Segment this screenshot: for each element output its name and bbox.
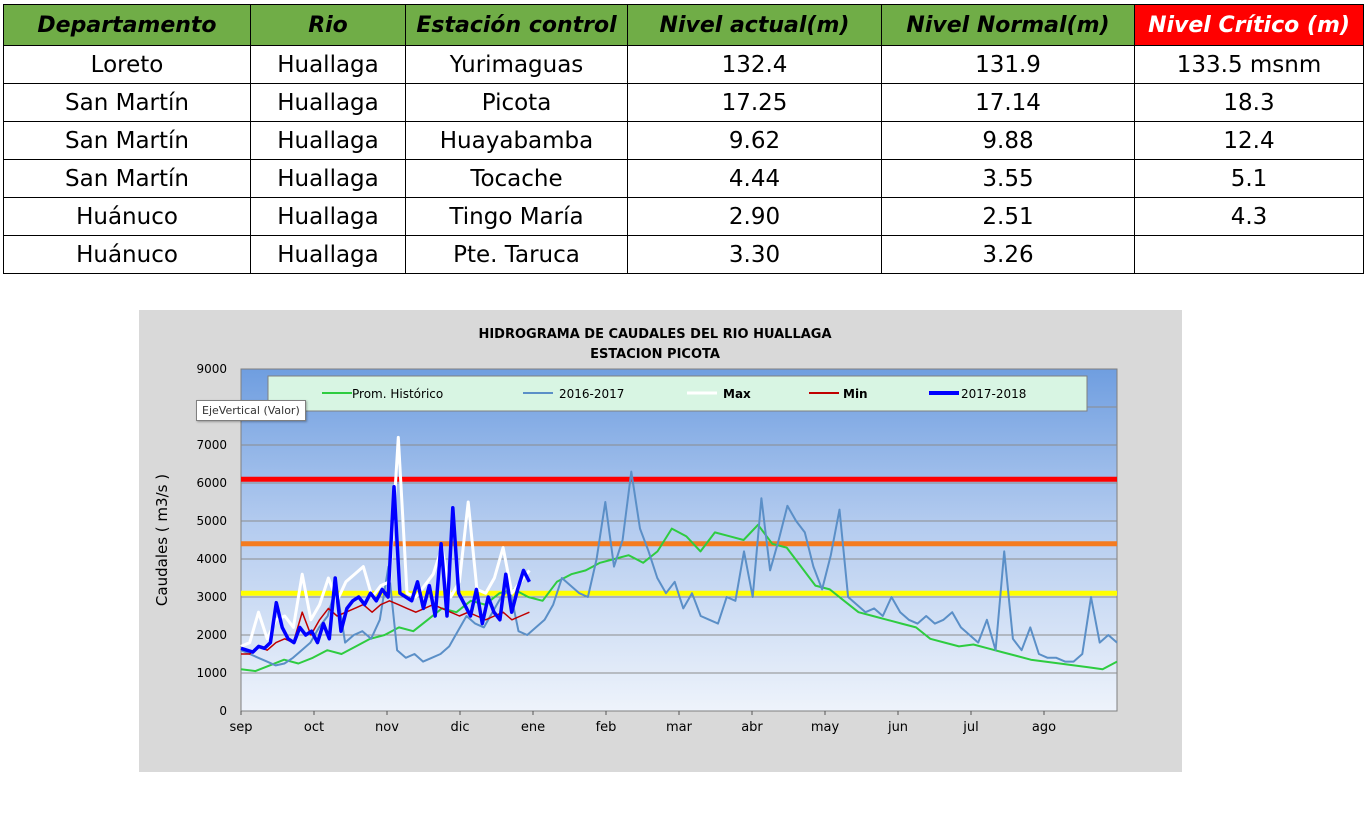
cell-nivel-normal: 17.14 (881, 83, 1135, 122)
cell-nivel-normal: 3.26 (881, 235, 1135, 274)
x-tick-label: dic (450, 720, 469, 735)
y-tick-label: 1000 (196, 666, 227, 680)
cell-nivel-critico: 12.4 (1134, 121, 1364, 160)
series-lines (240, 435, 1118, 673)
y-tick-label: 6000 (196, 476, 227, 490)
y-axis-label: Caudales ( m3/s ) (153, 474, 171, 606)
cell-departamento: Huánuco (3, 235, 251, 274)
header-nivel-normal: Nivel Normal(m) (881, 4, 1135, 46)
cell-nivel-normal: 3.55 (881, 159, 1135, 198)
x-tick-label: ago (1032, 720, 1056, 735)
y-tick-label: 9000 (196, 362, 227, 376)
cell-rio: Huallaga (250, 159, 406, 198)
cell-rio: Huallaga (250, 45, 406, 84)
cell-rio: Huallaga (250, 235, 406, 274)
cell-estacion: Yurimaguas (405, 45, 628, 84)
header-rio: Rio (250, 4, 406, 46)
cell-nivel-actual: 4.44 (627, 159, 882, 198)
cell-estacion: Huayabamba (405, 121, 628, 160)
chart-svg: HIDROGRAMA DE CAUDALES DEL RIO HUALLAGA … (153, 327, 1118, 735)
legend-label: Min (843, 387, 868, 401)
cell-rio: Huallaga (250, 197, 406, 236)
header-nivel-critico: Nivel Crítico (m) (1134, 4, 1364, 46)
y-tick-label: 2000 (196, 628, 227, 642)
header-nivel-actual: Nivel actual(m) (627, 4, 882, 46)
cell-estacion: Tingo María (405, 197, 628, 236)
table-header-row: Departamento Rio Estación control Nivel … (3, 4, 1364, 46)
y-tick-label: 3000 (196, 590, 227, 604)
table-row: Huánuco Huallaga Pte. Taruca 3.30 3.26 (3, 235, 1364, 274)
y-tick-label: 0 (219, 704, 227, 718)
series-line-2016-2017 (240, 470, 1118, 667)
chart-legend: Prom. Histórico 2016-2017 Max Min 2017-2018 (267, 375, 1088, 412)
cell-nivel-actual: 9.62 (627, 121, 882, 160)
x-tick-label: feb (596, 720, 617, 735)
cell-nivel-critico: 18.3 (1134, 83, 1364, 122)
cell-nivel-actual: 17.25 (627, 83, 882, 122)
legend-label: 2016-2017 (559, 387, 624, 401)
plot-area (240, 368, 1118, 712)
legend-label: Max (723, 387, 751, 401)
table-row: San Martín Huallaga Tocache 4.44 3.55 5.1 (3, 159, 1364, 198)
cell-nivel-critico: 5.1 (1134, 159, 1364, 198)
chart-subtitle: ESTACION PICOTA (590, 347, 720, 362)
table-row: San Martín Huallaga Huayabamba 9.62 9.88 12.4 (3, 121, 1364, 160)
x-tick-label: may (811, 720, 840, 735)
x-tick-label: mar (666, 720, 693, 735)
cell-rio: Huallaga (250, 121, 406, 160)
cell-nivel-actual: 2.90 (627, 197, 882, 236)
header-estacion-control: Estación control (405, 4, 628, 46)
cell-nivel-critico (1134, 235, 1364, 274)
cell-estacion: Pte. Taruca (405, 235, 628, 274)
cell-nivel-critico: 133.5 msnm (1134, 45, 1364, 84)
legend-label: 2017-2018 (961, 387, 1026, 401)
x-tick-label: jul (962, 720, 978, 735)
series-line-prom-hist-rico (240, 523, 1118, 673)
cell-departamento: San Martín (3, 121, 251, 160)
cell-nivel-normal: 9.88 (881, 121, 1135, 160)
y-tick-label: 5000 (196, 514, 227, 528)
cell-nivel-critico: 4.3 (1134, 197, 1364, 236)
cell-nivel-normal: 2.51 (881, 197, 1135, 236)
cell-departamento: San Martín (3, 83, 251, 122)
x-tick-label: abr (741, 720, 763, 735)
series-line-max (240, 435, 531, 648)
series-line-2017-2018 (240, 485, 531, 654)
hydrograph-chart: HIDROGRAMA DE CAUDALES DEL RIO HUALLAGA … (139, 310, 1182, 772)
x-tick-label: oct (304, 720, 324, 735)
legend-label: Prom. Histórico (352, 387, 443, 401)
cell-departamento: Huánuco (3, 197, 251, 236)
cell-nivel-actual: 132.4 (627, 45, 882, 84)
table-row: San Martín Huallaga Picota 17.25 17.14 18.3 (3, 83, 1364, 122)
y-tick-label: 7000 (196, 438, 227, 452)
cell-nivel-actual: 3.30 (627, 235, 882, 274)
chart-title: HIDROGRAMA DE CAUDALES DEL RIO HUALLAGA (478, 327, 831, 342)
header-departamento: Departamento (3, 4, 251, 46)
cell-departamento: Loreto (3, 45, 251, 84)
x-tick-label: sep (229, 720, 252, 735)
table-row: Loreto Huallaga Yurimaguas 132.4 131.9 133.5 … (3, 45, 1364, 84)
x-tick-label: jun (887, 720, 908, 735)
x-tick-label: ene (521, 720, 545, 735)
cell-departamento: San Martín (3, 159, 251, 198)
table-row: Huánuco Huallaga Tingo María 2.90 2.51 4.3 (3, 197, 1364, 236)
y-tick-label: 4000 (196, 552, 227, 566)
cell-estacion: Picota (405, 83, 628, 122)
x-tick-label: nov (375, 720, 399, 735)
cell-nivel-normal: 131.9 (881, 45, 1135, 84)
river-levels-table: Departamento Rio Estación control Nivel … (3, 4, 1364, 274)
cell-estacion: Tocache (405, 159, 628, 198)
cell-rio: Huallaga (250, 83, 406, 122)
axis-tooltip: EjeVertical (Valor) (196, 400, 306, 421)
